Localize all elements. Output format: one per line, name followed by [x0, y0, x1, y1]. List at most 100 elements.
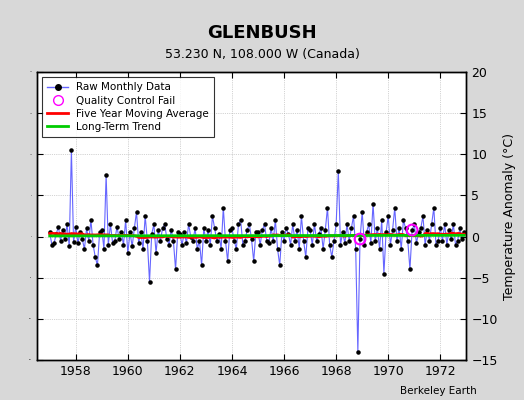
- Point: [380, 270, 388, 277]
- Point: [165, 242, 173, 248]
- Point: [408, 227, 416, 233]
- Point: [360, 242, 368, 248]
- Point: [432, 242, 440, 248]
- Point: [369, 200, 377, 207]
- Point: [345, 238, 353, 244]
- Point: [198, 262, 206, 268]
- Point: [367, 240, 375, 246]
- Point: [89, 242, 97, 248]
- Text: Berkeley Earth: Berkeley Earth: [400, 386, 477, 396]
- Point: [241, 238, 249, 244]
- Point: [453, 238, 462, 244]
- Point: [358, 209, 366, 215]
- Point: [412, 240, 421, 246]
- Point: [271, 217, 280, 223]
- Point: [341, 240, 349, 246]
- Point: [371, 238, 379, 244]
- Point: [180, 229, 189, 236]
- Point: [356, 236, 364, 242]
- Point: [128, 243, 136, 250]
- Point: [48, 242, 56, 248]
- Point: [91, 254, 100, 260]
- Point: [160, 221, 169, 228]
- Point: [308, 242, 316, 248]
- Point: [425, 238, 434, 244]
- Text: 53.230 N, 108.000 W (Canada): 53.230 N, 108.000 W (Canada): [165, 48, 359, 61]
- Point: [145, 279, 154, 285]
- Point: [156, 238, 165, 244]
- Point: [319, 246, 328, 252]
- Point: [95, 229, 104, 236]
- Point: [59, 227, 67, 233]
- Point: [217, 246, 225, 252]
- Point: [302, 254, 310, 260]
- Point: [414, 229, 423, 236]
- Point: [154, 227, 162, 233]
- Point: [458, 236, 466, 242]
- Point: [82, 225, 91, 232]
- Point: [143, 238, 151, 244]
- Point: [291, 238, 299, 244]
- Point: [395, 225, 403, 232]
- Point: [178, 242, 186, 248]
- Point: [226, 227, 234, 233]
- Point: [403, 238, 412, 244]
- Point: [449, 221, 457, 228]
- Point: [126, 229, 134, 236]
- Point: [295, 246, 303, 252]
- Point: [63, 221, 71, 228]
- Point: [375, 246, 384, 252]
- Point: [67, 147, 75, 153]
- Point: [401, 225, 410, 232]
- Point: [347, 225, 356, 232]
- Point: [111, 238, 119, 244]
- Point: [460, 229, 468, 236]
- Point: [263, 238, 271, 244]
- Point: [200, 225, 208, 232]
- Point: [443, 242, 451, 248]
- Point: [133, 209, 141, 215]
- Point: [230, 238, 238, 244]
- Point: [76, 229, 84, 236]
- Point: [162, 236, 171, 242]
- Point: [249, 258, 258, 264]
- Text: GLENBUSH: GLENBUSH: [207, 24, 317, 42]
- Point: [171, 266, 180, 273]
- Point: [434, 238, 442, 244]
- Point: [325, 242, 334, 248]
- Point: [287, 242, 295, 248]
- Point: [119, 242, 128, 248]
- Point: [191, 225, 199, 232]
- Point: [417, 225, 425, 232]
- Point: [106, 221, 115, 228]
- Point: [139, 246, 147, 252]
- Point: [336, 242, 345, 248]
- Point: [334, 168, 343, 174]
- Point: [306, 227, 314, 233]
- Point: [137, 229, 145, 236]
- Point: [102, 172, 111, 178]
- Point: [428, 221, 436, 228]
- Point: [206, 242, 214, 248]
- Point: [84, 238, 93, 244]
- Point: [332, 221, 341, 228]
- Point: [252, 229, 260, 236]
- Point: [297, 213, 305, 219]
- Point: [293, 227, 301, 233]
- Point: [100, 246, 108, 252]
- Point: [384, 213, 392, 219]
- Point: [176, 231, 184, 237]
- Point: [323, 204, 332, 211]
- Point: [150, 221, 158, 228]
- Point: [238, 242, 247, 248]
- Point: [423, 227, 431, 233]
- Point: [362, 229, 370, 236]
- Point: [182, 240, 191, 246]
- Point: [152, 250, 160, 256]
- Point: [97, 227, 106, 233]
- Point: [87, 217, 95, 223]
- Point: [267, 225, 275, 232]
- Point: [254, 229, 262, 236]
- Point: [93, 262, 102, 268]
- Point: [258, 227, 267, 233]
